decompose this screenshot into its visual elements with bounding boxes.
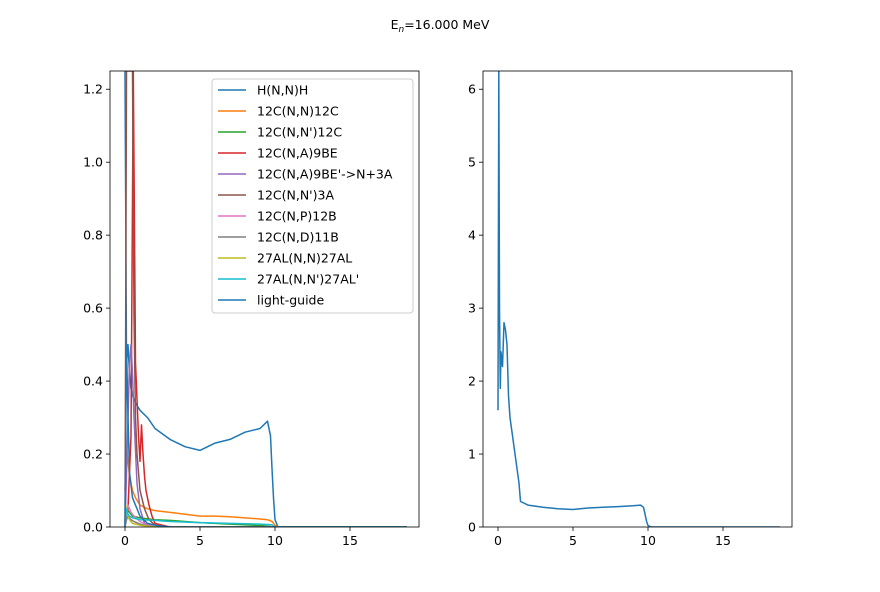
left-panel: 0 5 10 15 0.0 0.2 0.4 0.6 0.8 1.0 1.2 H(N,N)H 12C(N,… — [83, 70, 420, 548]
left-legend-label-3: 12C(N,A)9BE — [257, 146, 338, 161]
right-y-tick-label-3: 3 — [468, 301, 476, 316]
left-legend-label-10: light-guide — [257, 293, 324, 308]
suptitle-rest: =16.000 MeV — [404, 17, 490, 32]
left-legend-label-7: 12C(N,D)11B — [257, 230, 339, 245]
suptitle-subscript: n — [398, 25, 404, 35]
right-x-tick-label-2: 10 — [640, 533, 656, 548]
left-x-tick-label-1: 5 — [196, 533, 204, 548]
left-legend-label-6: 12C(N,P)12B — [257, 209, 337, 224]
left-y-tick-label-3: 0.6 — [83, 301, 103, 316]
left-series-line-9-27al-n-n-27al — [124, 508, 407, 527]
left-y-tick-label-4: 0.8 — [83, 228, 103, 243]
left-x-tick-label-0: 0 — [121, 533, 129, 548]
right-series-group — [497, 71, 780, 527]
left-legend-label-8: 27AL(N,N)27AL — [257, 251, 352, 266]
right-y-tick-label-5: 5 — [468, 155, 476, 170]
right-panel: 0 5 10 15 0 1 2 3 4 5 6 — [468, 70, 793, 548]
suptitle-main: E — [391, 17, 399, 32]
right-series-line-0-series — [497, 71, 780, 527]
left-series-line-5-12c-n-n-3a — [124, 71, 407, 527]
left-y-tick-label-1: 0.2 — [83, 447, 103, 462]
left-y-tick-label-5: 1.0 — [83, 155, 103, 170]
left-legend: H(N,N)H 12C(N,N)12C 12C(N,N')12C 12C(N,A)9B… — [211, 78, 414, 314]
left-x-tick-label-3: 15 — [342, 533, 358, 548]
left-axes-frame — [109, 70, 420, 528]
left-legend-box — [211, 78, 414, 314]
left-legend-label-0: H(N,N)H — [257, 83, 308, 98]
right-y-tick-label-4: 4 — [468, 228, 476, 243]
left-series-line-2-12c-n-n-12c — [124, 508, 407, 527]
right-y-tick-label-6: 6 — [468, 82, 476, 97]
right-y-tick-label-1: 1 — [468, 447, 476, 462]
right-axes-frame — [482, 70, 793, 528]
left-series-line-10-light-guide — [124, 343, 407, 527]
right-x-tick-label-1: 5 — [569, 533, 577, 548]
right-x-tick-label-0: 0 — [494, 533, 502, 548]
left-x-tick-label-2: 10 — [267, 533, 283, 548]
left-legend-label-2: 12C(N,N')12C — [257, 125, 342, 140]
left-y-tick-label-0: 0.0 — [83, 520, 103, 535]
figure-suptitle: En=16.000 MeV — [391, 17, 490, 35]
left-legend-label-1: 12C(N,N)12C — [257, 104, 339, 119]
right-y-tick-label-0: 0 — [468, 520, 476, 535]
left-legend-label-5: 12C(N,N')3A — [257, 188, 334, 203]
left-y-tick-label-6: 1.2 — [83, 82, 103, 97]
left-legend-label-4: 12C(N,A)9BE'->N+3A — [257, 167, 393, 182]
right-x-tick-label-3: 15 — [715, 533, 731, 548]
right-y-tick-label-2: 2 — [468, 374, 476, 389]
left-legend-label-9: 27AL(N,N')27AL' — [257, 272, 359, 287]
left-y-tick-label-2: 0.4 — [83, 374, 103, 389]
left-series-line-8-27al-n-n-27al — [124, 504, 407, 527]
